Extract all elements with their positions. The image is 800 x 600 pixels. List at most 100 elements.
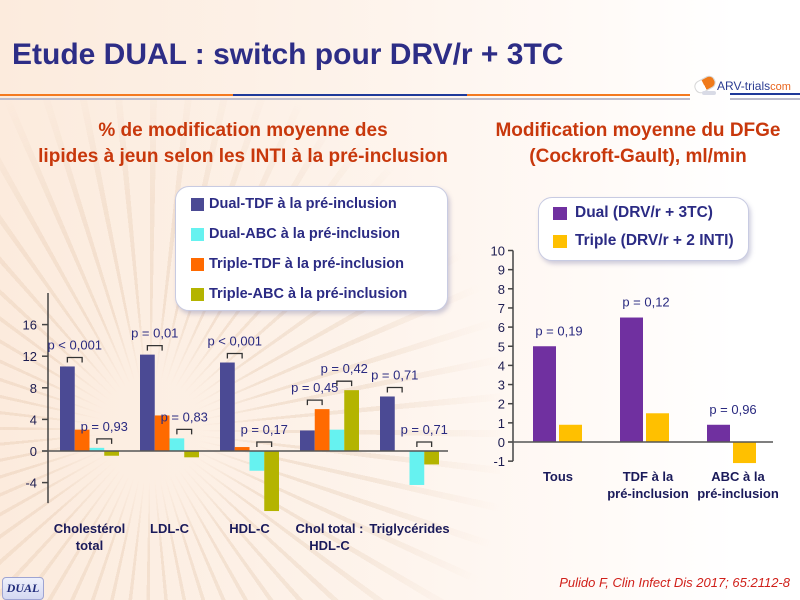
category-label: LDL-C [150,521,190,536]
bar [249,451,265,471]
y-tick-label: -4 [25,476,37,491]
y-tick-label: 12 [23,349,37,364]
arv-trials-logo: ARV-trialscom [690,73,798,98]
p-value-label: p = 0,45 [291,380,338,395]
significance-bracket [96,438,113,444]
legend-label: Triple-ABC à la pré-inclusion [209,286,408,302]
significance-bracket [66,356,83,363]
significance-bracket [226,352,243,359]
p-value-label: p = 0,93 [81,419,128,434]
category-label: Cholestérol [54,521,126,536]
legend-swatch [191,227,204,241]
legend-item: Dual-TDF à la pré-inclusion [176,194,397,214]
bar [184,451,199,458]
category-label: TDF à la [623,469,674,484]
y-tick-label: 8 [30,381,37,396]
y-tick-label: 5 [498,339,505,354]
header-rule-orange [0,94,233,96]
category-label: pré-inclusion [607,486,689,501]
header-rule-gray [730,98,800,100]
lipids-title-line: lipides à jeun selon les INTI à la pré-i… [38,146,448,167]
legend-label: Triple-TDF à la pré-inclusion [209,256,404,272]
bar [424,451,439,465]
y-tick-label: -1 [493,454,505,469]
y-tick-label: 4 [498,358,505,373]
p-value-label: p = 0,96 [709,402,756,417]
y-tick-label: 0 [30,444,37,459]
lipids-bar-chart: 16 12 8 4 0 -4 p < 0,001 p = 0,93 Cholestérol tot… [23,293,450,553]
p-value-label: p = 0,83 [161,409,208,424]
category-label: Triglycérides [369,521,449,536]
legend-label: Dual (DRV/r + 3TC) [575,204,713,221]
bar [104,451,119,456]
bar [733,442,756,464]
y-tick-label: 1 [498,416,505,431]
dfg-legend: Dual (DRV/r + 3TC) Triple (DRV/r + 2 INT… [538,197,749,261]
legend-swatch [553,206,567,220]
bar [380,396,395,451]
logo-text-com: com [770,81,791,93]
bar [234,447,250,451]
p-value-label: p = 0,19 [535,323,582,338]
bar [707,424,730,442]
legend-swatch [191,287,204,301]
legend-item: Dual-ABC à la pré-inclusion [176,224,400,244]
category-label: Chol total : [296,521,364,536]
dfg-title-line: Modification moyenne du DFGe [495,120,781,141]
y-tick-label: 9 [498,263,505,278]
p-value-label: p < 0,001 [47,337,102,352]
lipids-title-line: % de modification moyenne des [98,120,388,141]
y-tick-label: 3 [498,378,505,393]
logo-text-arv: ARV- [717,79,745,93]
legend-swatch [191,257,204,271]
p-value-label: p = 0,42 [321,361,368,376]
pill-spill-icon [702,91,716,95]
category-label: ABC à la [711,469,765,484]
bar [89,447,105,451]
bar [344,390,359,451]
y-tick-label: 4 [30,412,37,427]
bar [620,317,643,442]
significance-bracket [256,441,273,447]
bar [300,430,315,451]
legend-label: Triple (DRV/r + 2 INTI) [575,232,734,249]
y-tick-label: 0 [498,435,505,450]
bar [140,354,155,451]
lipids-legend: Dual-TDF à la pré-inclusion Dual-ABC à l… [175,186,448,311]
bar [169,438,185,451]
category-label: pré-inclusion [697,486,779,501]
category-label: total [76,538,103,553]
bar [154,415,170,451]
header-rule-gray [0,98,690,100]
bar [60,366,75,451]
significance-bracket [146,344,163,351]
logo-text-trials: trials [744,79,771,93]
legend-item: Triple-TDF à la pré-inclusion [176,254,404,274]
dual-badge: DUAL [2,577,44,600]
legend-label: Dual-TDF à la pré-inclusion [209,196,397,212]
bar [220,362,235,451]
y-tick-label: 10 [491,244,505,259]
bar [74,429,90,451]
dfg-chart-title: Modification moyenne du DFGe (Cockroft-G… [478,118,798,170]
slide-title: Etude DUAL : switch pour DRV/r + 3TC [12,38,564,71]
bar [329,429,345,451]
significance-bracket [306,399,323,406]
bar [646,413,669,442]
legend-label: Dual-ABC à la pré-inclusion [209,226,400,242]
p-value-label: p = 0,17 [241,422,288,437]
significance-bracket [386,386,403,393]
p-value-label: p = 0,01 [131,326,178,341]
significance-bracket [416,441,433,447]
bar [559,424,582,442]
bar [533,346,556,442]
legend-swatch [553,234,567,248]
header-rule-blue [233,94,467,96]
p-value-label: p = 0,71 [401,422,448,437]
legend-item: Triple-ABC à la pré-inclusion [176,284,407,304]
y-tick-label: 7 [498,301,505,316]
significance-bracket [176,428,193,435]
legend-item: Triple (DRV/r + 2 INTI) [539,231,734,251]
category-label: HDL-C [309,538,350,553]
